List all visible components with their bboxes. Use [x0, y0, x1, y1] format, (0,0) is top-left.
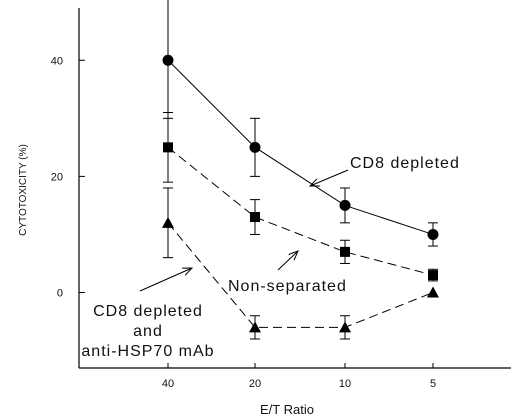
x-tick-label: 20 [249, 378, 261, 390]
series-layer [162, 0, 439, 340]
x-axis-title: E/T Ratio [260, 402, 314, 417]
x-tick-label: 10 [339, 378, 351, 390]
y-tick-label: 0 [57, 288, 63, 300]
annotation-text: and [133, 323, 163, 340]
annotation-arrow [277, 250, 299, 271]
data-point-circle [162, 54, 174, 66]
series-1 [162, 0, 439, 247]
arrow-head [308, 178, 321, 187]
data-point-square [163, 142, 173, 153]
data-point-triangle [249, 321, 261, 333]
axes: 0 20 40 40 20 10 5 [51, 8, 511, 390]
annotation-text: CD8 depleted [350, 155, 460, 172]
annotation-2: Non-separated [228, 250, 347, 295]
x-tick-label: 5 [430, 378, 436, 390]
annotation-3: CD8 depleted and anti-HSP70 mAb [81, 267, 214, 360]
series-line [167, 146, 434, 276]
annotation-arrow [309, 169, 349, 187]
annotation-text: Non-separated [228, 278, 347, 295]
series-line [167, 59, 434, 235]
data-point-square [250, 212, 260, 223]
annotation-text: anti-HSP70 mAb [81, 343, 214, 360]
data-point-triangle [427, 286, 439, 298]
data-point-circle [249, 141, 261, 153]
data-point-square [428, 270, 438, 281]
annotation-arrow [139, 267, 193, 292]
data-point-triangle [162, 216, 174, 228]
series-line [167, 222, 434, 328]
data-point-triangle [339, 321, 351, 333]
y-tick-label: 40 [51, 55, 63, 67]
annotation-text: CD8 depleted [93, 303, 203, 320]
y-axis-title: CYTOTOXICITY (%) [18, 144, 29, 236]
arrow-head [181, 267, 194, 276]
annotation-1: CD8 depleted [308, 155, 460, 187]
data-point-circle [427, 228, 439, 240]
data-point-circle [339, 199, 351, 211]
series-3 [162, 187, 439, 340]
x-tick-label: 40 [162, 378, 174, 390]
y-tick-label: 20 [51, 171, 63, 183]
annotation-layer: CD8 depleted Non-separated CD8 depleted and… [81, 155, 460, 360]
arrow-head [288, 250, 299, 261]
series-2 [163, 112, 438, 282]
data-point-square [340, 246, 350, 257]
